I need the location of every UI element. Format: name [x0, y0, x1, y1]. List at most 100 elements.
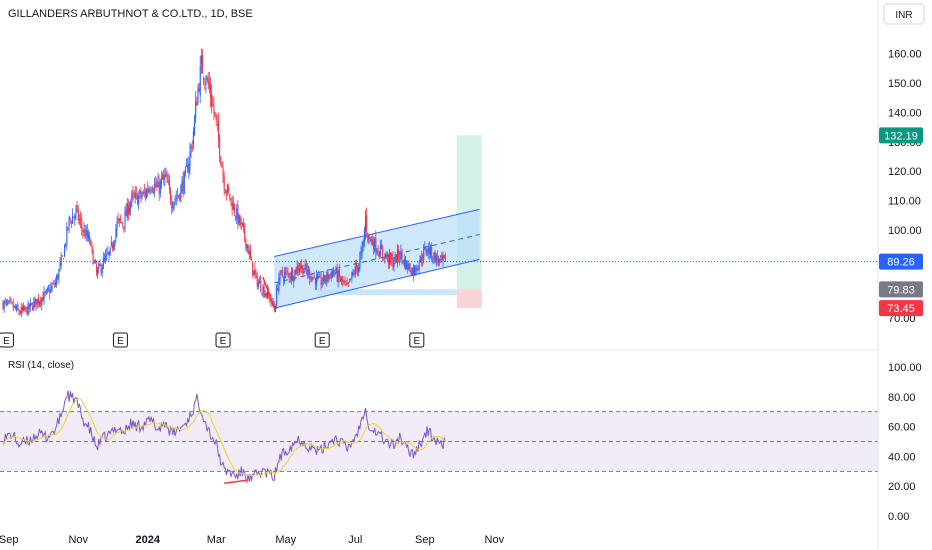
- candle: [245, 238, 247, 252]
- candle: [118, 218, 120, 228]
- candle: [227, 184, 229, 196]
- price-badge: 79.83: [879, 281, 923, 298]
- candle: [433, 252, 435, 265]
- candle: [343, 279, 345, 285]
- candle: [66, 221, 68, 251]
- channel-lower-line[interactable]: [274, 258, 480, 309]
- candle: [114, 239, 116, 251]
- candle: [442, 251, 444, 268]
- price-tick-label: 140.00: [888, 107, 922, 119]
- position-stop-zone[interactable]: [456, 289, 482, 309]
- rsi-axis: 0.00 20.00 40.00 60.00 80.00 100.00: [888, 362, 922, 523]
- candle: [186, 158, 188, 168]
- candle: [7, 299, 9, 306]
- candle: [202, 49, 204, 74]
- candle: [111, 241, 114, 252]
- candle: [247, 243, 249, 255]
- candle: [255, 269, 257, 279]
- price-divergence-line[interactable]: [262, 276, 276, 309]
- candle: [164, 167, 166, 187]
- candle: [98, 260, 100, 274]
- candle: [237, 200, 239, 230]
- candle: [36, 298, 38, 310]
- svg-text:E: E: [413, 336, 420, 347]
- candle: [350, 278, 352, 281]
- candle: [248, 245, 250, 260]
- price-badge: 73.45: [879, 300, 923, 317]
- candle: [428, 241, 430, 261]
- candle: [12, 298, 14, 312]
- candle: [188, 156, 190, 179]
- candle: [21, 304, 23, 314]
- candle: [216, 114, 218, 132]
- candle: [321, 277, 323, 288]
- candle: [49, 284, 51, 300]
- candle: [323, 274, 326, 284]
- candle: [298, 263, 300, 276]
- earnings-marker[interactable]: E: [314, 332, 330, 348]
- candle: [76, 200, 78, 213]
- candle: [192, 127, 194, 150]
- candle: [172, 201, 174, 213]
- currency-button[interactable]: INR: [883, 3, 925, 25]
- candle: [335, 265, 337, 275]
- candle: [344, 276, 346, 286]
- candle: [363, 226, 365, 248]
- candle: [176, 187, 179, 202]
- candle: [78, 214, 80, 225]
- candle: [50, 281, 52, 294]
- candle: [393, 256, 395, 272]
- candle: [40, 296, 42, 308]
- candle: [17, 301, 19, 311]
- candle: [149, 186, 151, 195]
- candle: [103, 253, 106, 264]
- time-tick-label: Sep: [0, 534, 18, 546]
- candle: [357, 265, 359, 277]
- candle: [339, 275, 342, 283]
- candle: [35, 298, 37, 311]
- channel-upper-line[interactable]: [274, 208, 480, 257]
- candle: [93, 259, 95, 264]
- candle: [354, 259, 356, 278]
- candle: [281, 266, 283, 278]
- earnings-marker[interactable]: E: [409, 332, 425, 348]
- candle: [85, 225, 87, 242]
- candle: [217, 112, 220, 149]
- candle: [134, 185, 136, 204]
- candle: [131, 189, 133, 208]
- candle: [15, 303, 17, 310]
- candle: [29, 298, 31, 313]
- candle: [184, 166, 186, 177]
- rsi-divergence-line[interactable]: [224, 479, 248, 485]
- candle: [38, 300, 41, 308]
- candle: [254, 262, 256, 280]
- candle: [327, 269, 329, 284]
- candle: [432, 256, 434, 264]
- candle: [168, 174, 171, 194]
- candle: [133, 189, 135, 199]
- candle: [140, 186, 142, 203]
- candle: [410, 267, 412, 277]
- candle: [365, 209, 367, 240]
- earnings-marker[interactable]: E: [0, 332, 14, 348]
- channel-mid-line[interactable]: [274, 233, 480, 284]
- candle: [165, 167, 167, 177]
- earnings-marker[interactable]: E: [215, 332, 231, 348]
- candle: [53, 280, 55, 289]
- candle: [414, 264, 416, 276]
- candle: [402, 259, 404, 266]
- candle: [368, 234, 370, 245]
- candle: [265, 292, 267, 299]
- earnings-marker[interactable]: E: [112, 332, 128, 348]
- candle: [329, 273, 331, 280]
- price-tick-label: 100.00: [888, 225, 922, 237]
- price-tick-label: 160.00: [888, 49, 922, 61]
- candle: [336, 263, 338, 283]
- candle: [3, 299, 5, 313]
- candle: [18, 308, 20, 316]
- candle: [159, 179, 161, 198]
- rsi-tick-label: 100.00: [888, 362, 922, 374]
- candle: [370, 236, 372, 245]
- candle: [317, 272, 319, 281]
- candle: [19, 309, 21, 315]
